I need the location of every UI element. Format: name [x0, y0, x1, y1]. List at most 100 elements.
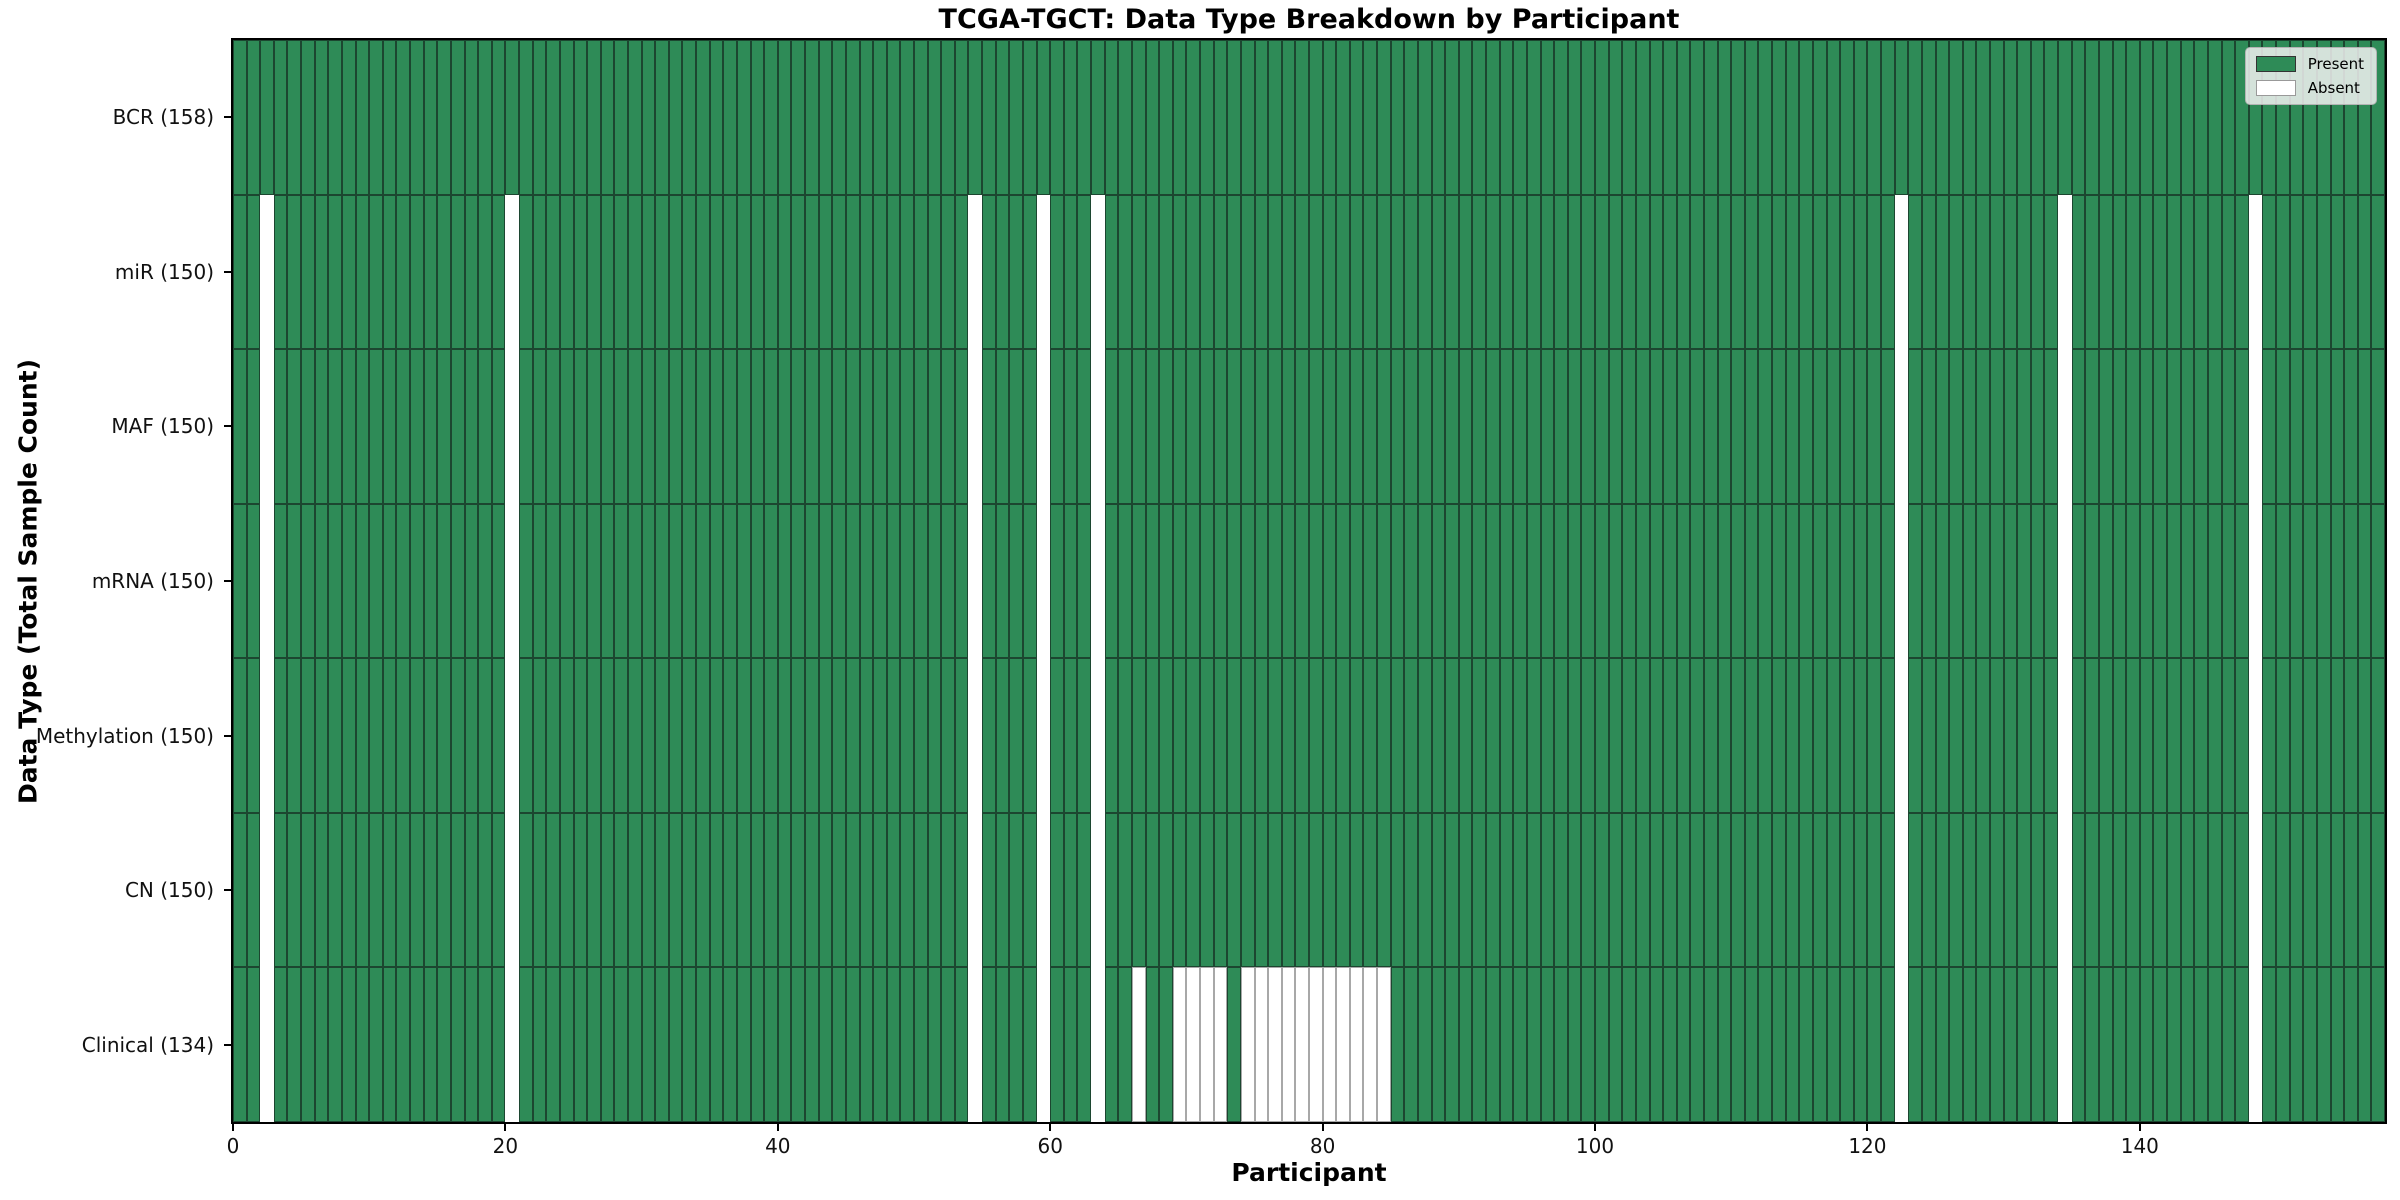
x-tick-label: 120	[1848, 1134, 1887, 1158]
cell-present	[1050, 194, 1064, 350]
x-tick	[2138, 1122, 2141, 1131]
cell-present	[1785, 194, 1800, 350]
cell-present	[587, 658, 601, 813]
cell-present	[1499, 194, 1514, 350]
cell-present	[1377, 812, 1391, 968]
cell-present	[437, 40, 451, 195]
cell-present	[832, 194, 846, 350]
cell-present	[709, 349, 724, 504]
cell-present	[1417, 40, 1432, 195]
cell-present	[587, 40, 601, 195]
cell-present	[1649, 349, 1664, 504]
cell-present	[873, 812, 887, 968]
cell-absent	[1322, 967, 1337, 1122]
cell-present	[450, 40, 465, 195]
cell-present	[1077, 503, 1092, 659]
cell-present	[1608, 194, 1623, 350]
cell-gap	[968, 658, 983, 813]
cell-present	[1254, 812, 1269, 968]
cell-present	[1050, 658, 1064, 813]
cell-present	[273, 503, 288, 659]
cell-present	[382, 812, 397, 968]
cell-present	[1404, 40, 1418, 195]
cell-present	[1159, 194, 1173, 350]
cell-present	[859, 349, 874, 504]
cell-present	[2112, 967, 2127, 1122]
cell-present	[614, 503, 628, 659]
cell-present	[1458, 967, 1473, 1122]
cell-present	[600, 658, 615, 813]
cell-present	[491, 40, 506, 195]
cell-present	[1635, 503, 1650, 659]
cell-present	[410, 967, 424, 1122]
cell-absent	[1281, 967, 1296, 1122]
cell-present	[573, 194, 588, 350]
cell-present	[2330, 967, 2345, 1122]
cell-present	[2330, 812, 2345, 968]
cell-present	[1200, 812, 1214, 968]
cell-present	[355, 40, 370, 195]
cell-present	[805, 194, 819, 350]
cell-present	[859, 503, 874, 659]
cell-present	[682, 812, 697, 968]
cell-present	[682, 967, 697, 1122]
cell-present	[410, 503, 424, 659]
cell-present	[546, 349, 560, 504]
cell-present	[478, 349, 492, 504]
cell-present	[627, 812, 642, 968]
cell-present	[478, 812, 492, 968]
cell-present	[2235, 967, 2249, 1122]
cell-present	[587, 194, 601, 350]
cell-present	[2344, 812, 2358, 968]
cell-present	[1595, 812, 1609, 968]
cell-gap	[2058, 503, 2072, 659]
cell-present	[1649, 194, 1664, 350]
cell-present	[886, 812, 901, 968]
legend-present-swatch	[2255, 56, 2296, 72]
cell-present	[1159, 812, 1173, 968]
cell-present	[614, 349, 628, 504]
cell-present	[1581, 349, 1596, 504]
cell-present	[668, 349, 683, 504]
cell-present	[1268, 658, 1282, 813]
cell-present	[2221, 194, 2236, 350]
cell-present	[2139, 967, 2154, 1122]
cell-present	[450, 194, 465, 350]
cell-present	[1200, 503, 1214, 659]
cell-present	[641, 40, 656, 195]
cell-present	[655, 194, 669, 350]
cell-present	[1213, 194, 1228, 350]
cell-present	[709, 812, 724, 968]
cell-present	[614, 194, 628, 350]
cell-present	[1240, 503, 1255, 659]
cell-present	[1703, 658, 1718, 813]
cell-gap	[2248, 194, 2263, 350]
cell-present	[2071, 812, 2086, 968]
cell-present	[2153, 40, 2168, 195]
cell-present	[1336, 503, 1350, 659]
cell-absent	[1213, 967, 1228, 1122]
cell-present	[2085, 40, 2099, 195]
cell-present	[2180, 194, 2195, 350]
cell-present	[736, 812, 751, 968]
cell-present	[1976, 40, 1990, 195]
cell-present	[1472, 812, 1487, 968]
cell-present	[1676, 503, 1691, 659]
cell-present	[682, 194, 697, 350]
cell-present	[369, 40, 383, 195]
cell-present	[1390, 503, 1405, 659]
cell-present	[1731, 503, 1745, 659]
cell-present	[709, 40, 724, 195]
cell-present	[1363, 812, 1378, 968]
cell-present	[791, 503, 806, 659]
cell-present	[1935, 40, 1950, 195]
cell-present	[2316, 503, 2331, 659]
cell-present	[233, 194, 247, 350]
cell-present	[777, 194, 792, 350]
cell-present	[1077, 812, 1092, 968]
cell-present	[1921, 812, 1936, 968]
cell-present	[301, 812, 315, 968]
cell-present	[1962, 812, 1977, 968]
cell-present	[1921, 349, 1936, 504]
y-tick-label: miR (150)	[114, 259, 214, 284]
